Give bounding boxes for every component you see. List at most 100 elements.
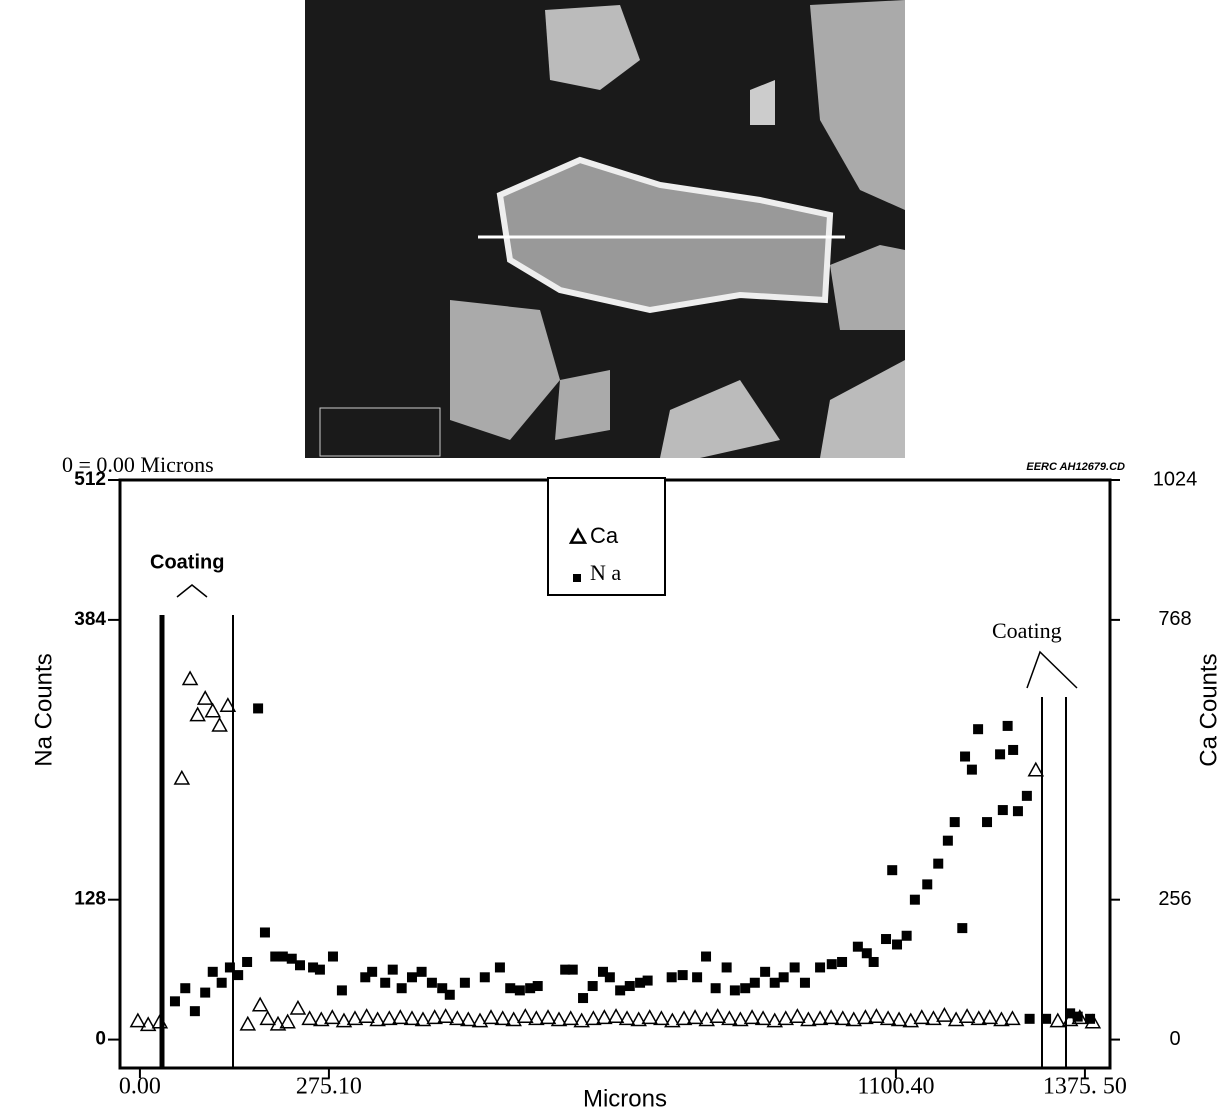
na-point	[760, 966, 771, 977]
na-point	[295, 960, 305, 971]
legend-label: N a	[590, 560, 621, 585]
na-point	[995, 749, 1006, 760]
na-point	[1072, 1011, 1083, 1022]
na-point	[789, 962, 800, 973]
na-point	[1021, 790, 1032, 801]
particle	[545, 5, 640, 90]
particle	[555, 370, 610, 440]
na-point	[216, 977, 227, 988]
ca-point	[958, 1008, 976, 1023]
x-tick-label: 1375. 50	[1043, 1074, 1127, 1100]
ca-point	[335, 1012, 353, 1028]
ca-point	[414, 1011, 432, 1027]
particle	[660, 380, 780, 458]
particle	[810, 0, 905, 210]
na-point	[567, 964, 578, 975]
ca-point	[653, 1010, 670, 1026]
na-point	[861, 948, 872, 959]
na-point	[1012, 806, 1023, 817]
legend: Ca N a	[547, 477, 666, 596]
ca-point	[777, 1010, 794, 1026]
ca-point	[890, 1011, 908, 1027]
na-point	[799, 977, 810, 988]
particle	[450, 300, 560, 440]
ca-point	[528, 1010, 545, 1026]
y-tick-label: 512	[74, 469, 106, 490]
na-point	[277, 951, 288, 962]
na-point	[701, 951, 712, 962]
na-point	[1085, 1013, 1096, 1024]
ca-point	[686, 1009, 704, 1025]
legend-box	[547, 477, 666, 596]
ca-point	[879, 1010, 897, 1026]
na-point	[224, 962, 235, 973]
ca-point	[743, 1009, 761, 1025]
na-point	[604, 972, 615, 983]
na-point	[444, 989, 455, 1000]
na-point	[242, 956, 253, 967]
ca-point	[392, 1009, 409, 1025]
na-point	[286, 953, 297, 964]
ca-point	[313, 1011, 330, 1027]
ca-point	[630, 1011, 647, 1027]
na-point	[960, 751, 971, 762]
ca-point	[324, 1009, 341, 1025]
na-point	[578, 993, 589, 1004]
na-point	[826, 959, 837, 970]
ca-point	[913, 1009, 931, 1025]
ca-point	[403, 1010, 421, 1026]
na-point	[396, 983, 407, 994]
ca-point	[721, 1010, 738, 1026]
ca-point	[868, 1008, 885, 1023]
ca-point	[251, 996, 269, 1012]
na-point	[881, 934, 892, 945]
x-tick-label: 1100.40	[857, 1074, 934, 1100]
ca-point	[301, 1010, 318, 1026]
na-point	[1024, 1013, 1035, 1024]
ca-point	[947, 1011, 965, 1027]
na-point	[459, 977, 470, 988]
ca-point	[189, 706, 206, 722]
ca-point	[129, 1012, 147, 1028]
y2-axis-label: Ca Counts	[1195, 653, 1222, 766]
na-point	[1008, 744, 1019, 755]
coating-bracket	[176, 584, 208, 598]
ca-point	[139, 1016, 157, 1032]
chart-title: 0 = 0.00 Microns	[62, 452, 214, 477]
na-point	[494, 962, 505, 973]
ca-point	[173, 769, 191, 785]
ca-point	[1027, 761, 1045, 777]
na-point	[892, 939, 903, 950]
ca-point	[800, 1011, 817, 1027]
na-point	[666, 972, 677, 983]
ca-point	[219, 697, 237, 713]
ca-point	[517, 1008, 534, 1023]
na-point	[253, 703, 264, 714]
na-point	[769, 977, 780, 988]
ca-point	[369, 1011, 386, 1027]
na-point	[949, 817, 960, 828]
na-point	[815, 962, 826, 973]
ca-point	[857, 1009, 874, 1025]
ca-point	[845, 1011, 863, 1027]
na-point	[587, 981, 598, 992]
na-point	[380, 977, 391, 988]
x-tick-label: 0.00	[119, 1074, 161, 1100]
na-point	[387, 964, 398, 975]
ca-point	[482, 1009, 500, 1025]
ca-point	[596, 1009, 613, 1025]
na-point	[560, 964, 571, 975]
na-point	[635, 977, 646, 988]
na-point	[336, 985, 347, 996]
ca-point	[822, 1009, 840, 1025]
ca-point	[562, 1010, 579, 1026]
legend-label: Ca	[590, 523, 619, 548]
ca-point	[460, 1011, 477, 1027]
na-point	[749, 977, 760, 988]
na-point	[406, 972, 417, 983]
y2-tick-label: 1024	[1153, 468, 1198, 490]
y-axis-label: Na Counts	[30, 653, 57, 766]
ca-point	[573, 1012, 590, 1028]
na-point	[367, 966, 378, 977]
x-tick-label: 275.10	[296, 1074, 362, 1100]
